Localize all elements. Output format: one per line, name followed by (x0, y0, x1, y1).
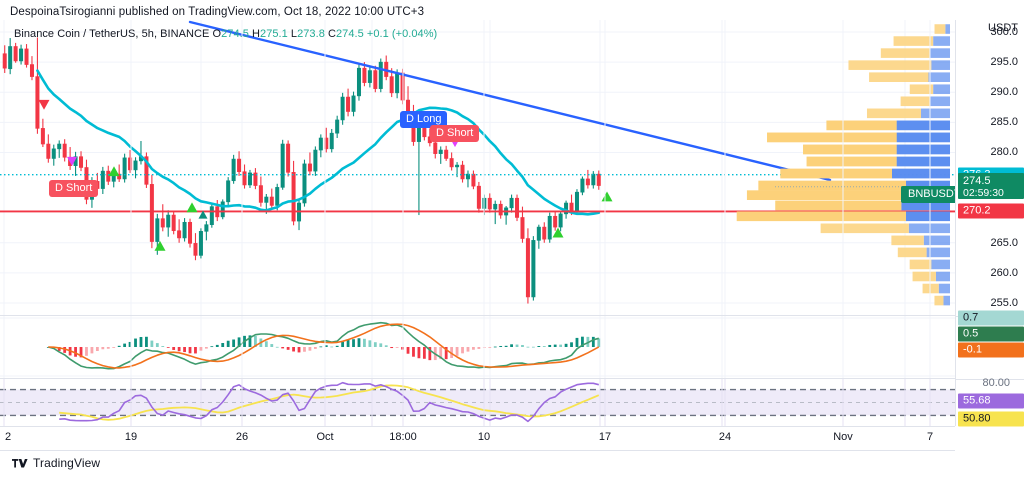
price-tick-255-0: 255.0 (990, 297, 1018, 309)
countdown-timer: 02:59:30 (963, 186, 1004, 199)
price-tick-260-0: 260.0 (990, 266, 1018, 279)
legend-symbol[interactable]: Binance Coin / TetherUS, 5h, BINANCE (14, 28, 210, 40)
trade-label-long-1[interactable]: D Long (400, 111, 448, 128)
price-tick-295-0: 295.0 (990, 56, 1018, 69)
price-scale[interactable]: USDT 300.0 295.0 290.0 285.0 280.0 265.0 260.0… (955, 20, 1024, 427)
last-price-badge-value: 274.5 (963, 174, 991, 187)
pane-divider-2 (0, 378, 955, 379)
legend-open-label: O (212, 28, 222, 40)
chart-legend: Binance Coin / TetherUS, 5h, BINANCE O27… (14, 28, 437, 40)
tradingview-brand-label: TradingView (33, 456, 101, 470)
price-tick-300-0: 300.0 (990, 26, 1018, 38)
time-tick-8: Nov (833, 431, 853, 443)
price-tick-285-0: 285.0 (990, 116, 1018, 129)
time-tick-0: 2 (5, 431, 12, 443)
tradingview-logo-icon (12, 458, 28, 467)
last-price-badge[interactable]: 274.5 02:59:30 (958, 172, 1024, 199)
stochastic-svg (0, 379, 955, 426)
macd-svg (0, 316, 955, 378)
legend-high-label: H (252, 28, 261, 40)
legend-change: +0.1 (+0.04%) (366, 28, 438, 40)
trade-label-short-2[interactable]: D Short (430, 125, 480, 142)
time-tick-7: 24 (718, 431, 732, 443)
time-tick-3: Oct (316, 431, 334, 443)
trade-label-short-1[interactable]: D Short (49, 180, 99, 197)
time-axis[interactable]: 2 19 26 Oct 18:00 10 17 24 Nov 7 (0, 427, 955, 451)
stoch-upper-band-label: 80.00 (982, 377, 1010, 389)
price-scale-unit: USDT (988, 22, 1018, 34)
stoch-d-badge[interactable]: 50.80 (958, 411, 1024, 427)
pane-divider-1 (0, 315, 955, 316)
scale-divider-2 (956, 379, 1024, 380)
macd-hist-badge[interactable]: 0.7 (958, 310, 1024, 326)
stoch-k-badge[interactable]: 55.68 (958, 393, 1024, 409)
price-tick-280-0: 280.0 (990, 146, 1018, 159)
stochastic-pane[interactable] (0, 379, 955, 426)
price-tick-265-0: 265.0 (990, 236, 1018, 249)
legend-low-label: L (290, 28, 298, 40)
legend-close-label: C (327, 28, 336, 40)
legend-close-value: 274.5 (335, 28, 364, 40)
price-chart-pane[interactable] (0, 20, 955, 315)
macd-line-badge[interactable]: 0.5 (958, 326, 1024, 342)
pane-divider-3 (0, 426, 955, 427)
price-tick-290-0: 290.0 (990, 86, 1018, 99)
time-tick-1: 19 (124, 431, 138, 443)
legend-high-value: 275.1 (260, 28, 288, 40)
macd-pane[interactable] (0, 316, 955, 378)
time-tick-6: 17 (598, 431, 612, 443)
price-chart-svg (0, 20, 955, 315)
attribution-text: DespoinaTsirogianni published on Trading… (10, 6, 425, 18)
tradingview-brand: TradingView (12, 456, 100, 470)
time-tick-5: 10 (477, 431, 491, 443)
legend-open-value: 274.5 (221, 28, 249, 40)
volume-profile-label[interactable]: BNBUSDT (901, 186, 968, 203)
time-tick-2: 26 (235, 431, 249, 443)
level-price-badge[interactable]: 270.2 (958, 203, 1024, 219)
time-tick-4: 18:00 (389, 431, 417, 443)
time-tick-9: 7 (926, 431, 934, 443)
legend-low-value: 273.8 (297, 28, 325, 40)
macd-signal-badge[interactable]: -0.1 (958, 342, 1024, 358)
